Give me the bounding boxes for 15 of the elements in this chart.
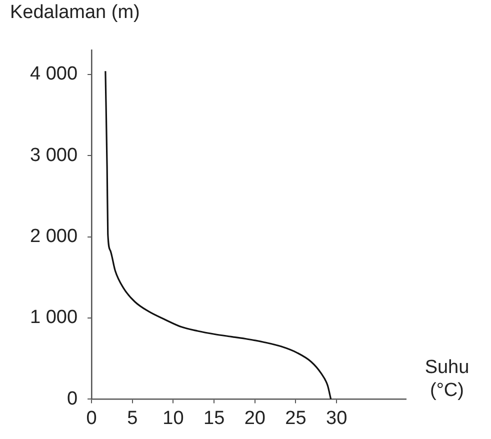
- y-tick-label: 2 000: [30, 226, 78, 248]
- x-tick-label: 5: [127, 408, 138, 429]
- x-tick-label: 20: [244, 408, 266, 429]
- line-series: [104, 70, 332, 400]
- x-tick-label: 30: [326, 408, 348, 429]
- x-axis-title: Suhu (°C): [424, 357, 470, 403]
- x-tick-label: 10: [162, 408, 184, 429]
- y-tick-label: 3 000: [30, 144, 78, 166]
- y-tick-label: 0: [66, 388, 78, 410]
- y-tick-label: 1 000: [30, 307, 78, 328]
- y-tick-label: 4 000: [30, 64, 78, 85]
- x-tick-label: 0: [86, 408, 97, 429]
- x-tick-label: 25: [285, 408, 306, 429]
- y-axis-title: Kedalaman (m): [10, 2, 140, 25]
- x-tick-label: 15: [203, 408, 225, 429]
